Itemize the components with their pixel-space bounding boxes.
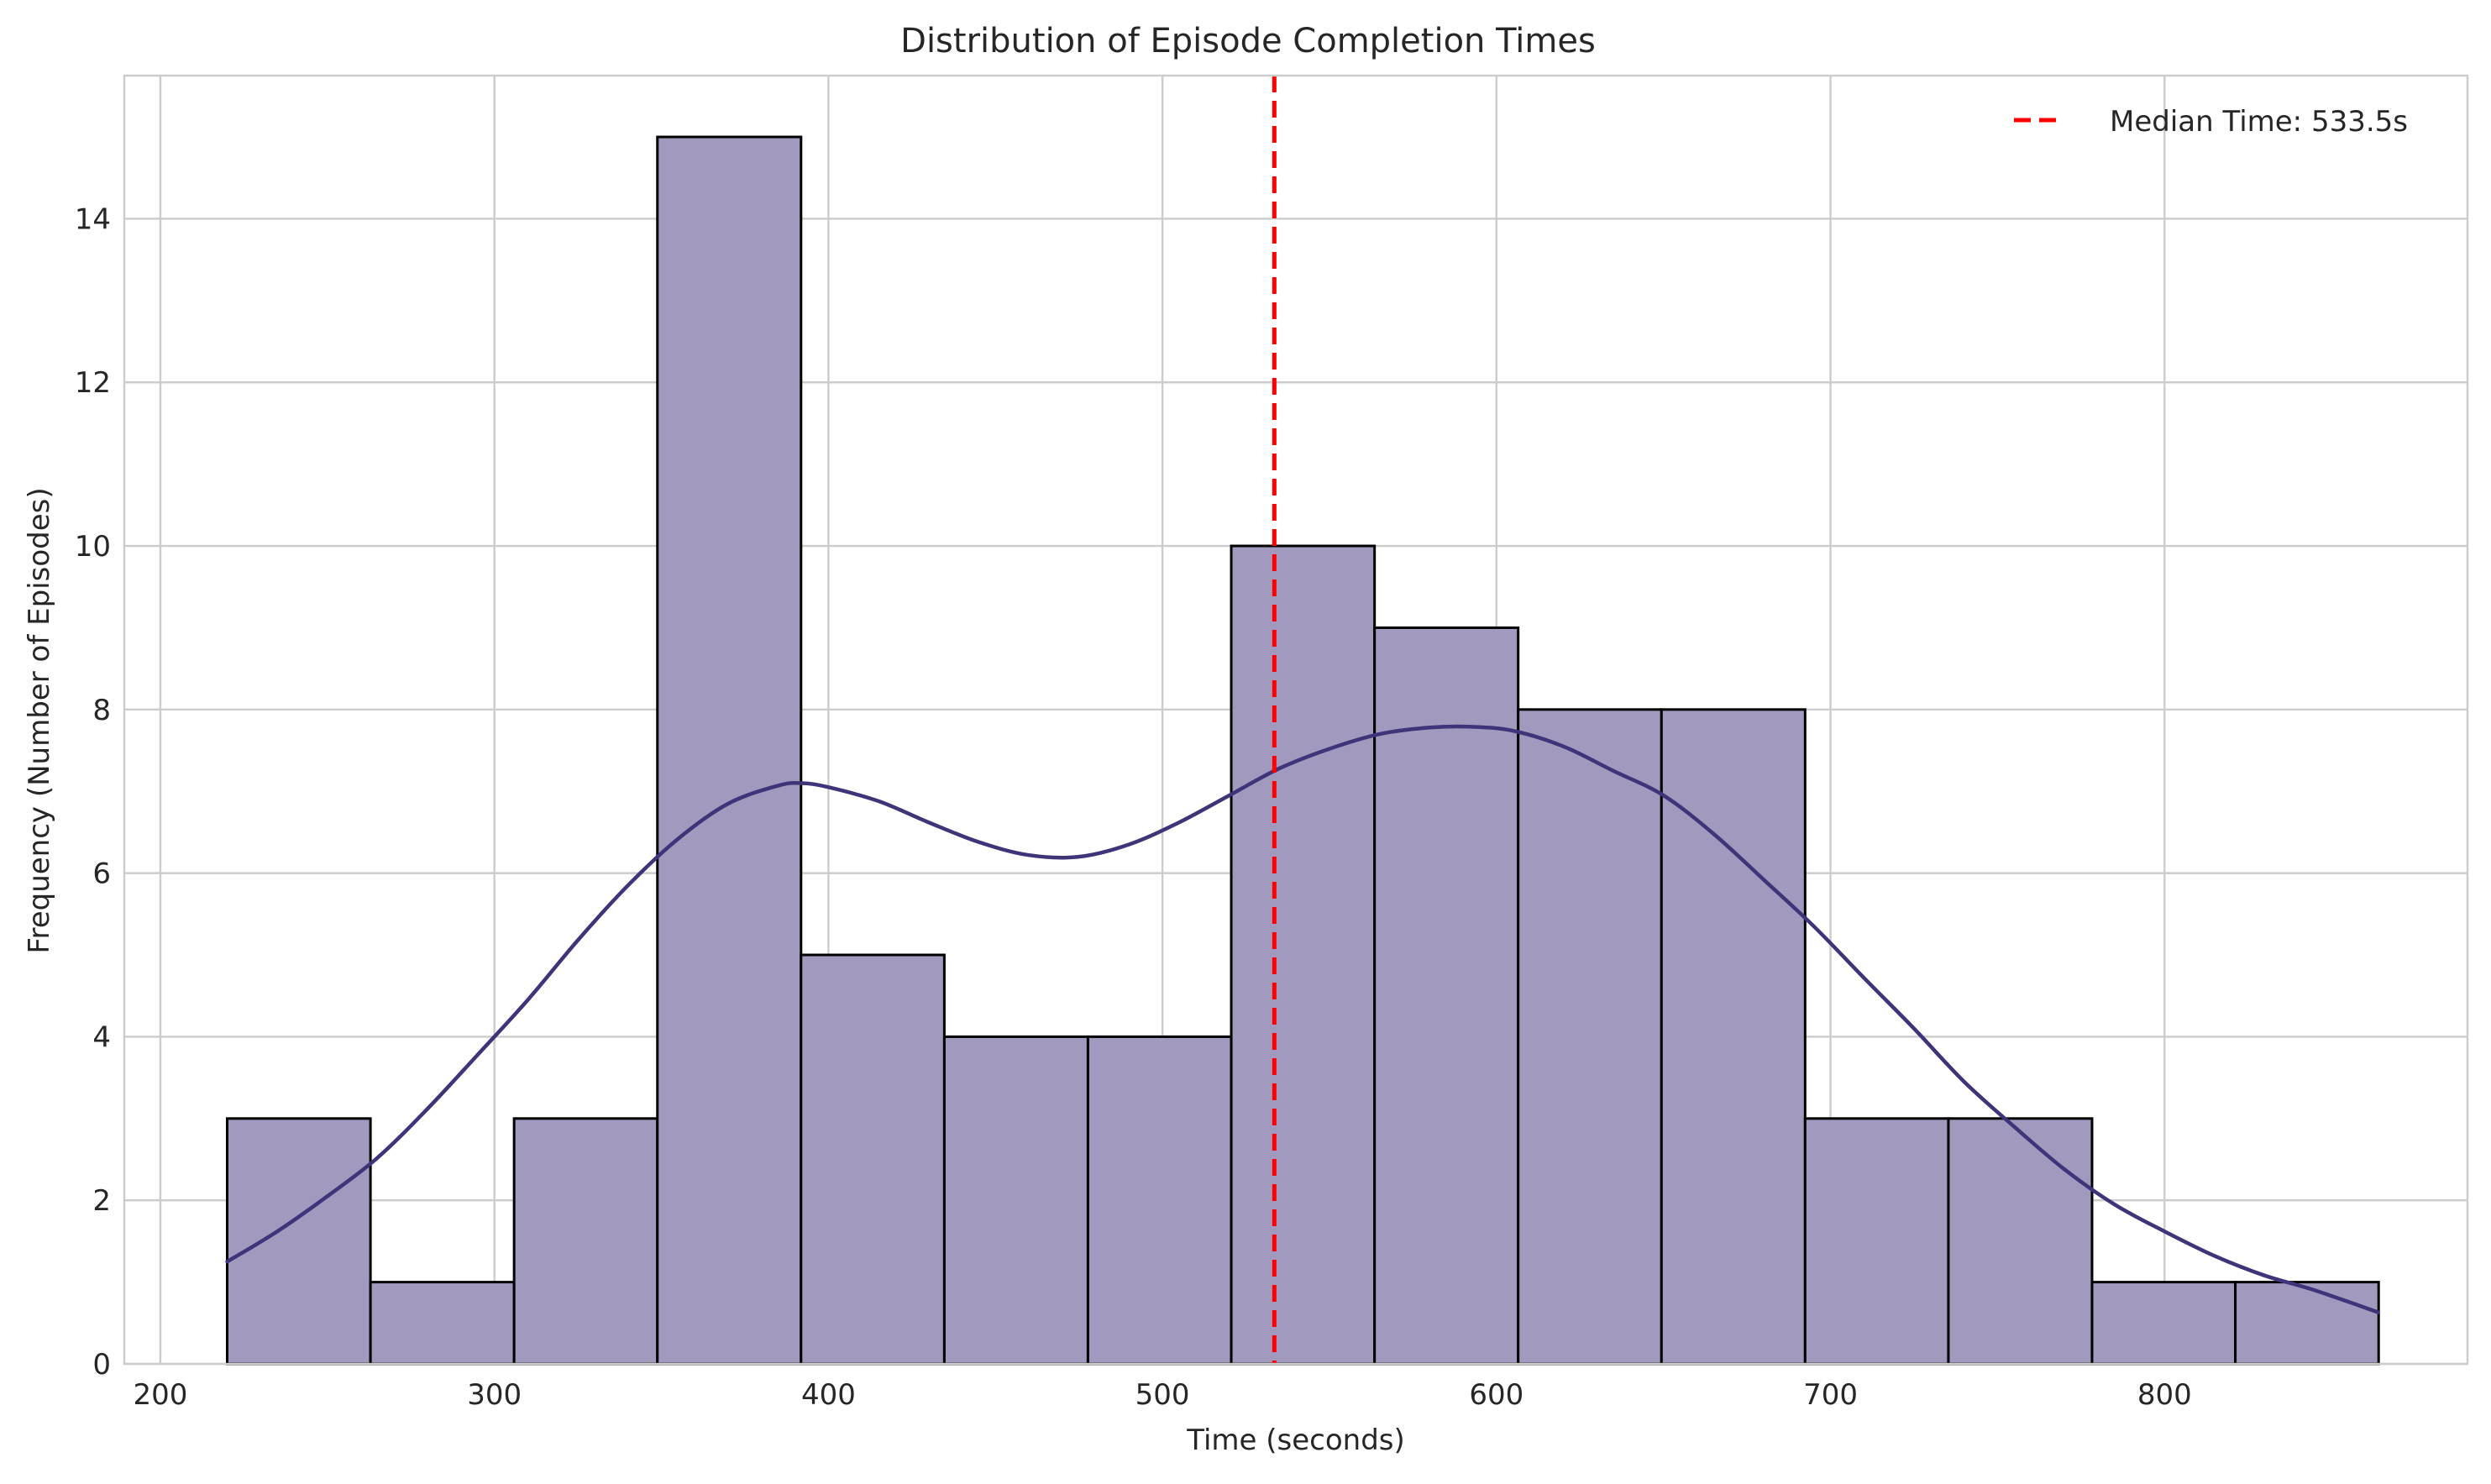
- axes-frame: [123, 74, 2469, 1366]
- histogram-bars: [225, 135, 2380, 1366]
- histogram-bar: [1947, 1117, 2094, 1366]
- y-axis-label: Frequency (Number of Episodes): [23, 487, 56, 953]
- histogram-bar: [800, 953, 946, 1366]
- histogram-bar: [369, 1281, 516, 1366]
- histogram-bar: [1086, 1035, 1233, 1366]
- histogram-bar: [1660, 708, 1807, 1366]
- y-tick-label: 8: [92, 694, 111, 727]
- y-tick-label: 12: [75, 366, 111, 400]
- x-tick-label: 500: [1135, 1378, 1190, 1412]
- x-tick-label: 200: [134, 1378, 188, 1412]
- y-tick-label: 4: [92, 1020, 111, 1054]
- x-tick-label: 300: [467, 1378, 522, 1412]
- histogram-bar: [512, 1117, 659, 1366]
- y-tick-label: 0: [92, 1348, 111, 1382]
- y-tick-label: 10: [75, 530, 111, 564]
- y-tick-label: 6: [92, 857, 111, 891]
- y-tick-label: 14: [75, 202, 111, 236]
- histogram-bar: [2234, 1281, 2380, 1366]
- x-tick-label: 700: [1803, 1378, 1858, 1412]
- kde-line: [225, 724, 2381, 1314]
- axes-border: [123, 74, 2469, 1366]
- x-axis-label: Time (seconds): [1186, 1424, 1405, 1457]
- x-tick-label: 800: [2137, 1378, 2192, 1412]
- histogram-bar: [1517, 708, 1663, 1366]
- legend: Median Time: 533.5s: [2014, 105, 2408, 139]
- chart-title: Distribution of Episode Completion Times: [900, 22, 1596, 60]
- histogram-bar: [942, 1035, 1089, 1366]
- histogram-bar: [1803, 1117, 1950, 1366]
- tick-labels: 200 300 400 500 600 700 800 0 2 4 6 8 10 12 14: [75, 202, 2192, 1412]
- histogram-bar: [2090, 1281, 2237, 1366]
- legend-label-median: Median Time: 533.5s: [2110, 105, 2408, 139]
- kde-curve: [225, 724, 2381, 1314]
- histogram-bar: [225, 1117, 372, 1366]
- histogram-bar: [656, 135, 803, 1366]
- histogram-bar: [1230, 544, 1377, 1366]
- x-tick-label: 600: [1469, 1378, 1523, 1412]
- y-tick-label: 2: [92, 1184, 111, 1218]
- x-tick-label: 400: [801, 1378, 856, 1412]
- histogram-bar: [1373, 626, 1520, 1366]
